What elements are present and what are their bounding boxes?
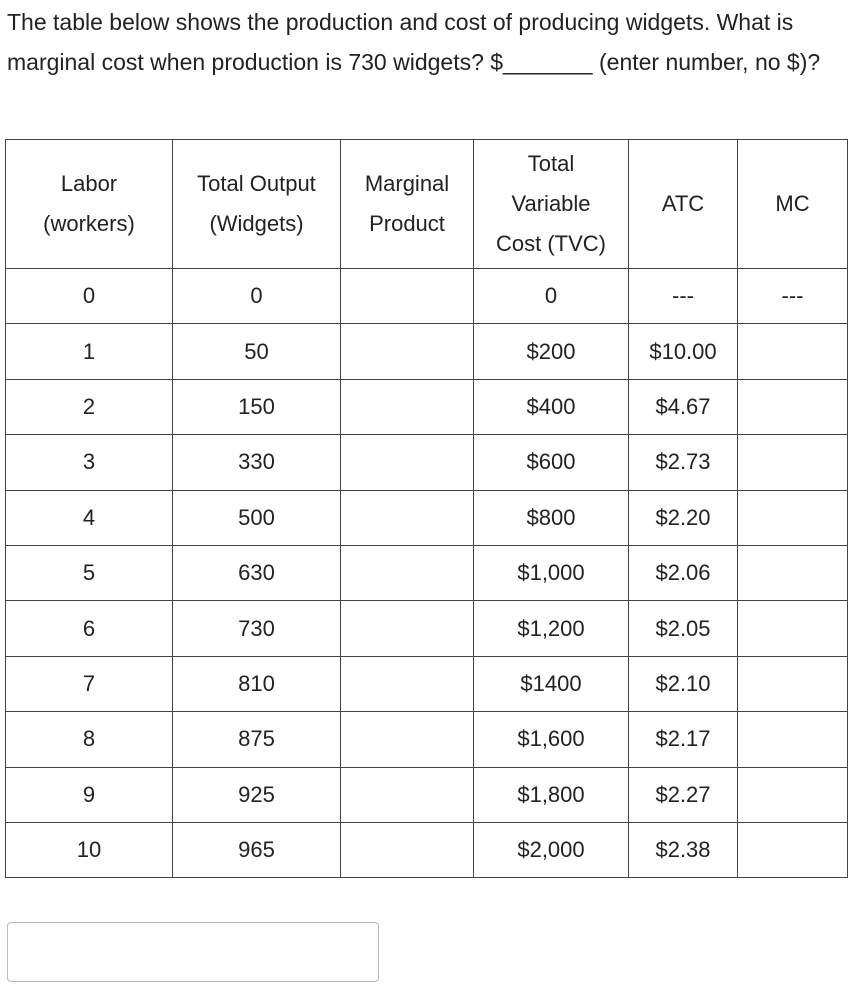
table-cell: 9 <box>5 766 173 823</box>
table-row: 6 730 $1,200 $2.05 <box>5 600 848 657</box>
column-header: MC <box>737 139 848 269</box>
table-cell: 925 <box>172 766 341 823</box>
table-cell: 0 <box>5 267 173 325</box>
table-cell <box>340 544 474 602</box>
table-cell: 500 <box>172 489 341 546</box>
table-cell: $2.10 <box>628 655 738 713</box>
column-header: Marginal Product <box>340 139 474 269</box>
table-cell: 2 <box>5 378 173 436</box>
column-header: Total Output (Widgets) <box>172 139 341 269</box>
table-cell <box>340 655 474 713</box>
table-row: 8 875 $1,600 $2.17 <box>5 711 848 768</box>
table-cell <box>737 655 848 713</box>
table-cell: $2.73 <box>628 434 738 491</box>
table-cell: 8 <box>5 711 173 768</box>
table-cell: $1,200 <box>473 600 629 657</box>
table-cell <box>737 434 848 491</box>
table-header-row: Labor (workers) Total Output (Widgets) Mar… <box>5 139 848 269</box>
table-cell <box>340 821 474 879</box>
table-row: 7 810 $1400 $2.10 <box>5 655 848 713</box>
table-cell: $2.17 <box>628 711 738 768</box>
table-cell <box>737 378 848 436</box>
table-cell: 5 <box>5 544 173 602</box>
table-cell: 965 <box>172 821 341 879</box>
table-cell <box>737 711 848 768</box>
production-cost-table: Labor (workers) Total Output (Widgets) Mar… <box>5 139 848 879</box>
table-cell: $1,000 <box>473 544 629 602</box>
table-cell: $10.00 <box>628 323 738 380</box>
answer-input[interactable] <box>7 922 379 982</box>
table-row: 4 500 $800 $2.20 <box>5 489 848 546</box>
table-row: 9 925 $1,800 $2.27 <box>5 766 848 823</box>
table-cell: $400 <box>473 378 629 436</box>
table-cell <box>340 267 474 325</box>
question-text: The table below shows the production and… <box>7 9 821 75</box>
table-cell: $200 <box>473 323 629 380</box>
table-cell: 150 <box>172 378 341 436</box>
table-cell: $800 <box>473 489 629 546</box>
table-cell: 0 <box>172 267 341 325</box>
table-cell: $2.27 <box>628 766 738 823</box>
table-cell <box>340 766 474 823</box>
table-cell: $1400 <box>473 655 629 713</box>
table-cell <box>340 378 474 436</box>
column-header: Labor (workers) <box>5 139 173 269</box>
table-cell: 50 <box>172 323 341 380</box>
table-cell <box>737 821 848 879</box>
table-cell <box>340 434 474 491</box>
table-cell: $2.38 <box>628 821 738 879</box>
table-cell: $2.06 <box>628 544 738 602</box>
table-cell: $1,800 <box>473 766 629 823</box>
table-cell <box>737 489 848 546</box>
table-cell: $1,600 <box>473 711 629 768</box>
table-cell <box>340 600 474 657</box>
column-header: ATC <box>628 139 738 269</box>
table-cell: 3 <box>5 434 173 491</box>
table-cell: 7 <box>5 655 173 713</box>
table-row: 5 630 $1,000 $2.06 <box>5 544 848 602</box>
table-cell: $2.05 <box>628 600 738 657</box>
table-cell: --- <box>628 267 738 325</box>
table-cell: 1 <box>5 323 173 380</box>
table-cell: --- <box>737 267 848 325</box>
table-cell <box>340 489 474 546</box>
table-cell <box>340 711 474 768</box>
table-cell: $4.67 <box>628 378 738 436</box>
table-cell: 0 <box>473 267 629 325</box>
table-row: 1 50 $200 $10.00 <box>5 323 848 380</box>
table-row: 0 0 0 --- --- <box>5 267 848 325</box>
table-row: 2 150 $400 $4.67 <box>5 378 848 436</box>
column-header: Total Variable Cost (TVC) <box>473 139 629 269</box>
table-cell <box>737 323 848 380</box>
table-cell: 330 <box>172 434 341 491</box>
table-cell <box>737 600 848 657</box>
table-cell: 4 <box>5 489 173 546</box>
table-row: 3 330 $600 $2.73 <box>5 434 848 491</box>
table-row: 10 965 $2,000 $2.38 <box>5 821 848 879</box>
table-cell: 10 <box>5 821 173 879</box>
table-cell <box>737 544 848 602</box>
table-cell: $600 <box>473 434 629 491</box>
table-cell <box>340 323 474 380</box>
table-cell: 6 <box>5 600 173 657</box>
table-cell: $2.20 <box>628 489 738 546</box>
table-cell: 810 <box>172 655 341 713</box>
table-cell: 730 <box>172 600 341 657</box>
table-cell: $2,000 <box>473 821 629 879</box>
table-cell: 875 <box>172 711 341 768</box>
table-cell <box>737 766 848 823</box>
table-cell: 630 <box>172 544 341 602</box>
